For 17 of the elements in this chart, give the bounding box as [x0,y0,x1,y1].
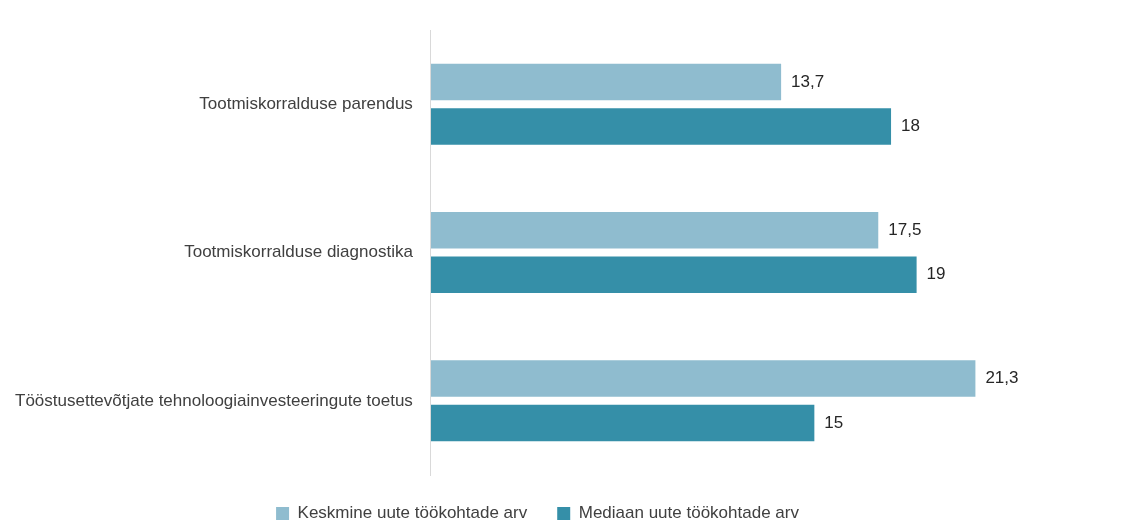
bar [430,63,782,101]
data-label: 17,5 [888,219,922,239]
bar [430,212,879,249]
bar [430,404,815,442]
y-tick-label: Tootmiskorralduse diagnostika [184,242,414,262]
data-label: 15 [824,412,844,432]
legend-label: Mediaan uute töökohtade arv [578,503,800,523]
data-label: 21,3 [985,368,1019,388]
bar [430,360,976,397]
y-tick-label: Tootmiskorralduse parendus [199,93,413,113]
bar [430,108,892,145]
data-label: 19 [926,264,946,284]
bar [430,256,917,293]
data-label: 13,7 [791,71,825,91]
legend-label: Keskmine uute töökohtade arv [297,503,528,523]
y-tick-label: Tööstusettevõtjate tehnoloogiainvesteeringute toetus [14,390,413,410]
data-label: 18 [901,116,920,136]
